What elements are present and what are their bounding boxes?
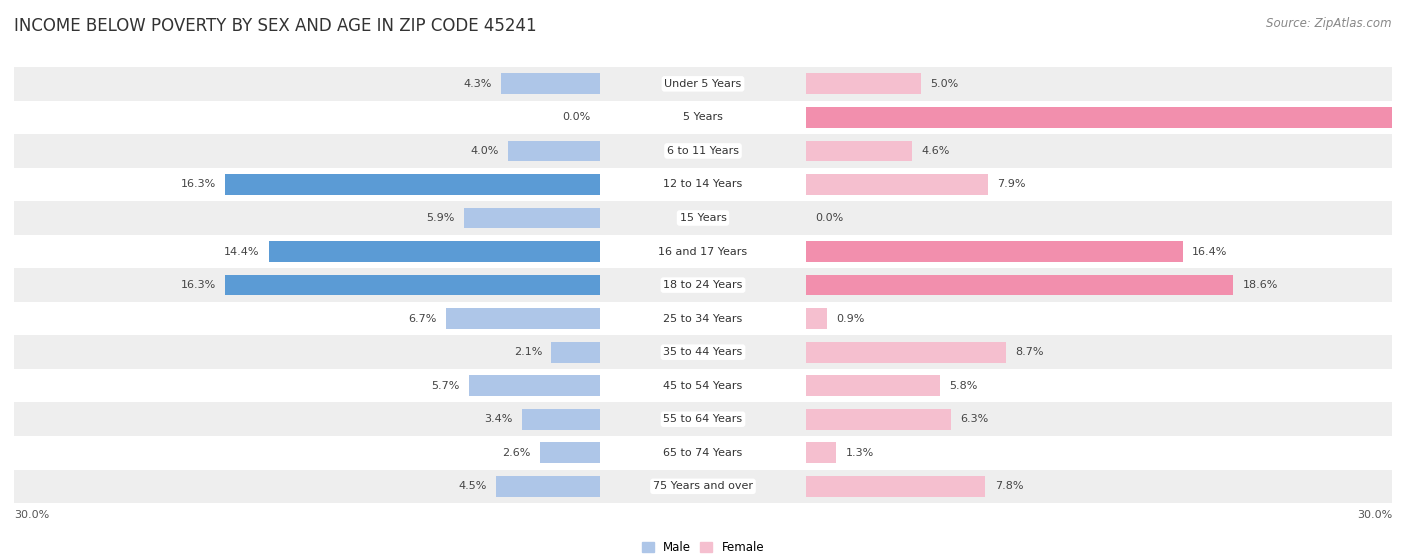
Text: 30.0%: 30.0% bbox=[14, 510, 49, 520]
Bar bbox=[14, 470, 1392, 503]
Bar bbox=[496, 476, 599, 497]
Bar bbox=[807, 140, 912, 162]
Text: 16.3%: 16.3% bbox=[181, 179, 217, 190]
Text: 7.8%: 7.8% bbox=[994, 481, 1024, 491]
Text: 5.8%: 5.8% bbox=[949, 381, 977, 391]
Bar bbox=[540, 442, 599, 463]
Bar bbox=[14, 268, 1392, 302]
Bar bbox=[807, 107, 1406, 128]
Bar bbox=[14, 101, 1392, 134]
Bar bbox=[807, 174, 988, 195]
Bar bbox=[522, 409, 599, 430]
Bar bbox=[14, 168, 1392, 201]
Text: 65 to 74 Years: 65 to 74 Years bbox=[664, 448, 742, 458]
Bar bbox=[464, 207, 599, 229]
Text: 5.9%: 5.9% bbox=[426, 213, 456, 223]
Bar bbox=[14, 67, 1392, 101]
Text: 0.0%: 0.0% bbox=[562, 112, 591, 122]
Text: 5.0%: 5.0% bbox=[931, 79, 959, 89]
Bar bbox=[468, 375, 599, 396]
Bar bbox=[807, 476, 986, 497]
Text: 25 to 34 Years: 25 to 34 Years bbox=[664, 314, 742, 324]
Bar bbox=[269, 241, 599, 262]
Text: 2.1%: 2.1% bbox=[513, 347, 543, 357]
Bar bbox=[807, 274, 1233, 296]
Text: 8.7%: 8.7% bbox=[1015, 347, 1043, 357]
Bar bbox=[14, 302, 1392, 335]
Bar bbox=[807, 241, 1182, 262]
Text: 14.4%: 14.4% bbox=[225, 247, 260, 257]
Text: 3.4%: 3.4% bbox=[484, 414, 512, 424]
Text: 4.3%: 4.3% bbox=[464, 79, 492, 89]
Text: 18.6%: 18.6% bbox=[1243, 280, 1278, 290]
Text: 18 to 24 Years: 18 to 24 Years bbox=[664, 280, 742, 290]
Text: 6.3%: 6.3% bbox=[960, 414, 988, 424]
Text: 7.9%: 7.9% bbox=[997, 179, 1025, 190]
Text: 0.9%: 0.9% bbox=[837, 314, 865, 324]
Bar bbox=[807, 308, 827, 329]
Text: 75 Years and over: 75 Years and over bbox=[652, 481, 754, 491]
Text: 27.7%: 27.7% bbox=[1395, 112, 1406, 122]
Bar bbox=[14, 402, 1392, 436]
Bar bbox=[14, 369, 1392, 402]
Text: 0.0%: 0.0% bbox=[815, 213, 844, 223]
Bar bbox=[551, 342, 599, 363]
Bar bbox=[807, 375, 939, 396]
Text: 4.5%: 4.5% bbox=[458, 481, 486, 491]
Text: 6.7%: 6.7% bbox=[408, 314, 437, 324]
Text: 45 to 54 Years: 45 to 54 Years bbox=[664, 381, 742, 391]
Bar bbox=[14, 235, 1392, 268]
Text: 4.0%: 4.0% bbox=[470, 146, 499, 156]
Bar bbox=[508, 140, 599, 162]
Bar bbox=[14, 335, 1392, 369]
Bar bbox=[225, 274, 599, 296]
Text: 6 to 11 Years: 6 to 11 Years bbox=[666, 146, 740, 156]
Text: 2.6%: 2.6% bbox=[502, 448, 531, 458]
Bar bbox=[807, 342, 1007, 363]
Bar bbox=[807, 442, 837, 463]
Text: 15 Years: 15 Years bbox=[679, 213, 727, 223]
Bar bbox=[14, 436, 1392, 470]
Bar bbox=[225, 174, 599, 195]
Bar bbox=[807, 73, 921, 94]
Legend: Male, Female: Male, Female bbox=[641, 541, 765, 554]
Bar bbox=[14, 201, 1392, 235]
Text: 16.4%: 16.4% bbox=[1192, 247, 1227, 257]
Bar bbox=[807, 409, 950, 430]
Text: 4.6%: 4.6% bbox=[921, 146, 949, 156]
Text: INCOME BELOW POVERTY BY SEX AND AGE IN ZIP CODE 45241: INCOME BELOW POVERTY BY SEX AND AGE IN Z… bbox=[14, 17, 537, 35]
Text: 35 to 44 Years: 35 to 44 Years bbox=[664, 347, 742, 357]
Text: 1.3%: 1.3% bbox=[845, 448, 873, 458]
Bar bbox=[501, 73, 599, 94]
Text: 5 Years: 5 Years bbox=[683, 112, 723, 122]
Text: 5.7%: 5.7% bbox=[432, 381, 460, 391]
Bar bbox=[446, 308, 599, 329]
Text: 16 and 17 Years: 16 and 17 Years bbox=[658, 247, 748, 257]
Text: 12 to 14 Years: 12 to 14 Years bbox=[664, 179, 742, 190]
Bar bbox=[14, 134, 1392, 168]
Text: Source: ZipAtlas.com: Source: ZipAtlas.com bbox=[1267, 17, 1392, 30]
Text: 55 to 64 Years: 55 to 64 Years bbox=[664, 414, 742, 424]
Text: 16.3%: 16.3% bbox=[181, 280, 217, 290]
Text: Under 5 Years: Under 5 Years bbox=[665, 79, 741, 89]
Text: 30.0%: 30.0% bbox=[1357, 510, 1392, 520]
